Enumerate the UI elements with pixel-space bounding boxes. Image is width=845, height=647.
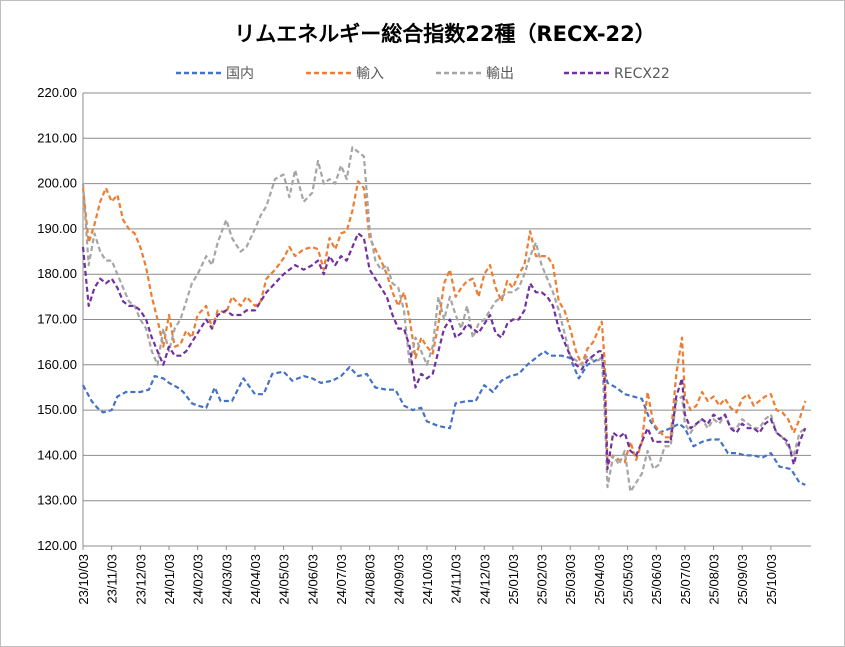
y-tick-label: 190.00 (37, 221, 77, 236)
y-tick-label: 120.00 (37, 538, 77, 553)
series-line-1 (81, 180, 807, 466)
x-tick-label: 23/11/03 (105, 554, 120, 604)
x-tick-label: 23/10/03 (76, 554, 91, 605)
x-tick-label: 24/07/03 (334, 554, 349, 605)
x-tick-label: 23/12/03 (133, 554, 148, 605)
x-tick-label: 25/01/03 (506, 554, 521, 605)
x-axis-ticks: 23/10/03 23/11/03 23/12/03 24/01/03 24/02/03… (76, 546, 779, 605)
x-tick-label: 25/05/03 (621, 554, 636, 605)
y-tick-label: 130.00 (37, 493, 77, 508)
legend-label: 国内 (226, 66, 254, 82)
x-tick-label: 24/11/03 (449, 554, 464, 604)
series-line-0 (82, 350, 806, 486)
x-tick-label: 25/02/03 (535, 554, 550, 605)
y-tick-label: 150.00 (37, 402, 77, 417)
legend-label: 輸入 (356, 66, 384, 82)
series-line-2 (81, 146, 806, 493)
gridlines (82, 92, 811, 547)
x-tick-label: 24/09/03 (391, 554, 406, 605)
x-tick-label: 25/10/03 (764, 554, 779, 605)
x-tick-label: 25/08/03 (707, 554, 722, 605)
y-tick-label: 200.00 (37, 176, 77, 191)
x-tick-label: 24/10/03 (420, 554, 435, 605)
x-tick-label: 24/12/03 (477, 554, 492, 605)
x-tick-label: 24/03/03 (219, 554, 234, 605)
x-tick-label: 24/01/03 (162, 554, 177, 605)
x-tick-label: 25/09/03 (735, 554, 750, 605)
x-tick-label: 24/05/03 (277, 554, 292, 605)
x-tick-label: 24/04/03 (248, 554, 263, 605)
y-tick-label: 180.00 (37, 266, 77, 281)
y-tick-label: 220.00 (37, 85, 77, 100)
x-tick-label: 25/03/03 (563, 554, 578, 605)
y-tick-label: 160.00 (37, 357, 77, 372)
x-tick-label: 25/06/03 (649, 554, 664, 605)
x-tick-label: 25/04/03 (592, 554, 607, 605)
series-lines (81, 146, 807, 493)
legend: 国内 輸入 輸出 RECX22 (176, 66, 670, 82)
x-tick-label: 24/08/03 (363, 554, 378, 605)
series-line-3 (81, 232, 807, 471)
x-tick-label: 25/07/03 (678, 554, 693, 605)
y-tick-label: 210.00 (37, 130, 77, 145)
legend-label: 輸出 (486, 66, 514, 82)
chart-title: リムエネルギー総合指数22種（RECX-22） (234, 22, 656, 46)
x-tick-label: 24/06/03 (305, 554, 320, 605)
x-tick-label: 24/02/03 (191, 554, 206, 605)
y-axis-ticks: 120.00 130.00 140.00 150.00 160.00 170.00 180.… (37, 85, 77, 553)
y-tick-label: 140.00 (37, 447, 77, 462)
y-tick-label: 170.00 (37, 312, 77, 327)
legend-label: RECX22 (614, 66, 670, 82)
